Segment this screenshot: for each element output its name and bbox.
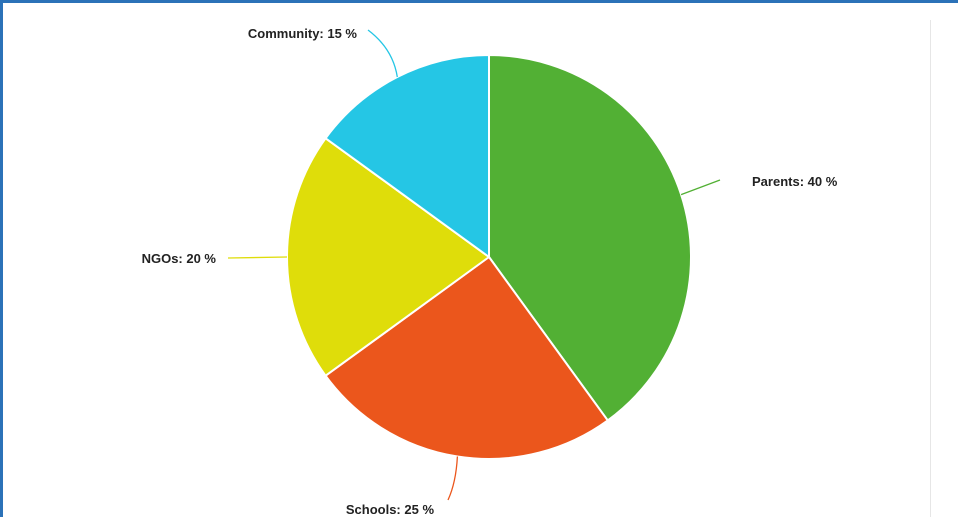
frame-divider: [930, 20, 931, 517]
pie-slice-schools: [324, 256, 609, 460]
slices-layer: [286, 54, 692, 460]
leader-line-schools: [447, 456, 459, 501]
pie-slice-community: [324, 54, 490, 258]
slice-label-ngos: NGOs: 20 %: [142, 251, 217, 266]
leader-line-parents: [680, 179, 721, 196]
leader-lines-layer: [227, 29, 721, 501]
slice-label-community: Community: 15 %: [248, 26, 358, 41]
slice-label-parents: Parents: 40 %: [752, 174, 838, 189]
labels-layer: Parents: 40 % Schools: 25 % NGOs: 20 % Comm…: [142, 26, 838, 517]
pie-slice-parents: [488, 54, 692, 422]
slice-label-schools: Schools: 25 %: [346, 502, 435, 517]
pie-slice-ngos: [286, 137, 490, 377]
leader-line-ngos: [227, 256, 288, 259]
leader-line-community: [367, 29, 398, 78]
